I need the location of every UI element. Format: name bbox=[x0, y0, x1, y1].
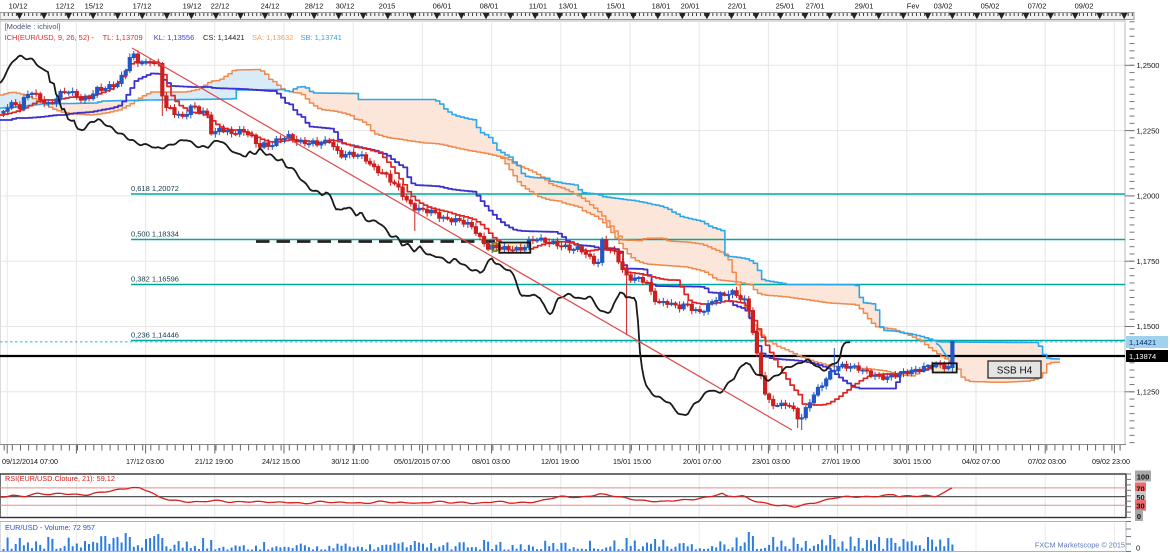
svg-text:03/02: 03/02 bbox=[934, 2, 953, 11]
svg-text:29/01: 29/01 bbox=[855, 2, 874, 11]
svg-text:08/01: 08/01 bbox=[480, 2, 499, 11]
svg-text:100: 100 bbox=[1137, 473, 1150, 482]
svg-text:FXCM Marketscope © 2015: FXCM Marketscope © 2015 bbox=[1035, 541, 1125, 550]
svg-text:25/01: 25/01 bbox=[776, 2, 795, 11]
svg-text:19/12: 19/12 bbox=[183, 2, 202, 11]
svg-text:0,236 1,14446: 0,236 1,14446 bbox=[131, 331, 179, 340]
svg-text:18/01: 18/01 bbox=[652, 2, 671, 11]
svg-text:05/01/2015 07:00: 05/01/2015 07:00 bbox=[394, 457, 450, 466]
svg-text:1,1750: 1,1750 bbox=[1137, 257, 1160, 266]
svg-text:SB: 1,13741: SB: 1,13741 bbox=[301, 33, 342, 42]
svg-text:SSB H4: SSB H4 bbox=[997, 366, 1033, 377]
svg-text:1,14421: 1,14421 bbox=[1129, 338, 1156, 347]
svg-text:CS: 1,14421: CS: 1,14421 bbox=[203, 33, 245, 42]
svg-text:1,1250: 1,1250 bbox=[1137, 388, 1160, 397]
svg-text:0,382 1,16596: 0,382 1,16596 bbox=[131, 275, 179, 284]
svg-text:30/01 15:00: 30/01 15:00 bbox=[893, 457, 931, 466]
svg-text:08/01 03:00: 08/01 03:00 bbox=[472, 457, 510, 466]
svg-text:TL: 1,13709: TL: 1,13709 bbox=[103, 33, 143, 42]
svg-text:28/12: 28/12 bbox=[305, 2, 324, 11]
svg-text:SA: 1,13632: SA: 1,13632 bbox=[252, 33, 293, 42]
svg-text:24/12 15:00: 24/12 15:00 bbox=[262, 457, 300, 466]
svg-text:27/01: 27/01 bbox=[806, 2, 825, 11]
svg-text:30/12 11:00: 30/12 11:00 bbox=[331, 457, 368, 466]
svg-text:27/01 19:00: 27/01 19:00 bbox=[822, 457, 860, 466]
svg-text:12/01 19:00: 12/01 19:00 bbox=[541, 457, 579, 466]
svg-text:1,2000: 1,2000 bbox=[1137, 192, 1160, 201]
svg-text:Fev: Fev bbox=[907, 2, 920, 11]
svg-text:20/01: 20/01 bbox=[681, 2, 700, 11]
svg-text:15/12: 15/12 bbox=[85, 2, 104, 11]
svg-text:0: 0 bbox=[1137, 512, 1141, 521]
svg-text:23/01 03:00: 23/01 03:00 bbox=[752, 457, 790, 466]
svg-text:21/12 19:00: 21/12 19:00 bbox=[195, 457, 233, 466]
svg-text:[Modèle : ichivol]: [Modèle : ichivol] bbox=[5, 22, 61, 31]
svg-text:13/01: 13/01 bbox=[559, 2, 578, 11]
svg-text:17/12: 17/12 bbox=[133, 2, 152, 11]
svg-text:30/12: 30/12 bbox=[336, 2, 355, 11]
svg-text:10/12: 10/12 bbox=[9, 2, 28, 11]
svg-text:09/12/2014 07:00: 09/12/2014 07:00 bbox=[2, 457, 58, 466]
svg-text:KL: 1,13556: KL: 1,13556 bbox=[154, 33, 194, 42]
svg-text:50: 50 bbox=[1136, 493, 1144, 502]
svg-text:07/02: 07/02 bbox=[1028, 2, 1047, 11]
svg-text:0: 0 bbox=[1136, 544, 1140, 553]
svg-text:1,2500: 1,2500 bbox=[1137, 61, 1160, 70]
svg-text:05/02: 05/02 bbox=[981, 2, 1000, 11]
svg-text:ICH(EUR/USD, 9, 26, 52) -: ICH(EUR/USD, 9, 26, 52) - bbox=[5, 33, 95, 42]
svg-text:30: 30 bbox=[1136, 502, 1144, 511]
svg-text:09/02: 09/02 bbox=[1075, 2, 1094, 11]
svg-text:20/01 07:00: 20/01 07:00 bbox=[683, 457, 721, 466]
svg-text:70: 70 bbox=[1136, 484, 1144, 493]
svg-text:09/02 23:00: 09/02 23:00 bbox=[1092, 457, 1130, 466]
svg-text:11/01: 11/01 bbox=[529, 2, 547, 11]
svg-text:07/02 03:00: 07/02 03:00 bbox=[1028, 457, 1066, 466]
svg-text:24/12: 24/12 bbox=[261, 2, 280, 11]
svg-text:2015: 2015 bbox=[379, 2, 396, 11]
svg-text:15/01: 15/01 bbox=[607, 2, 626, 11]
svg-text:04/02 07:00: 04/02 07:00 bbox=[962, 457, 1000, 466]
svg-text:22/01: 22/01 bbox=[728, 2, 747, 11]
svg-text:15/01 15:00: 15/01 15:00 bbox=[613, 457, 651, 466]
svg-text:1,13874: 1,13874 bbox=[1129, 352, 1156, 361]
svg-text:06/01: 06/01 bbox=[433, 2, 452, 11]
svg-text:0,618 1,20072: 0,618 1,20072 bbox=[131, 184, 179, 193]
svg-text:1,2250: 1,2250 bbox=[1137, 126, 1160, 135]
svg-text:17/12 03:00: 17/12 03:00 bbox=[126, 457, 164, 466]
svg-text:22/12: 22/12 bbox=[211, 2, 230, 11]
svg-text:0,500 1,18334: 0,500 1,18334 bbox=[131, 230, 179, 239]
svg-text:12/12: 12/12 bbox=[56, 2, 75, 11]
svg-text:RSI(EUR/USD.Cloture, 21): 59,1: RSI(EUR/USD.Cloture, 21): 59,12 bbox=[5, 474, 115, 483]
svg-text:EUR/USD - Volume: 72 957: EUR/USD - Volume: 72 957 bbox=[5, 523, 95, 532]
svg-text:1,1500: 1,1500 bbox=[1137, 322, 1160, 331]
